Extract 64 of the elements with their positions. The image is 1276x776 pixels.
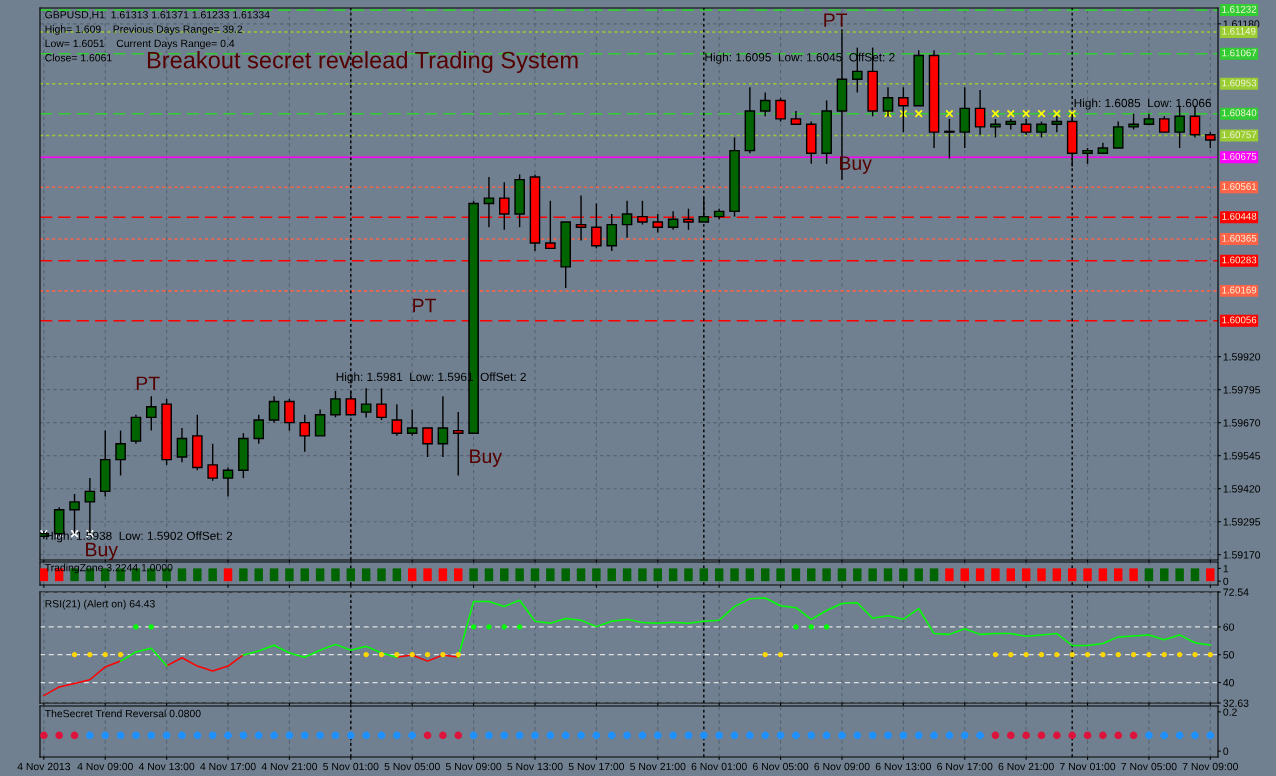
x-tick-label: 5 Nov 09:00 bbox=[445, 762, 502, 771]
annotation: PT bbox=[413, 298, 437, 313]
ref-line-label: 1.61067 bbox=[1222, 49, 1257, 57]
annotation: Low= 1.6051 Current Days Range= 0.4 bbox=[45, 39, 235, 50]
x-tick-label: 6 Nov 09:00 bbox=[814, 762, 870, 771]
y-tick-label: 40 bbox=[1223, 679, 1235, 687]
y-tick-label: 50 bbox=[1223, 651, 1235, 659]
ref-line-label: 1.60840 bbox=[1222, 109, 1257, 117]
y-tick-label: 32.63 bbox=[1223, 699, 1249, 707]
x-tick-label: 6 Nov 01:00 bbox=[691, 762, 747, 771]
x-tick-label: 7 Nov 01:00 bbox=[1059, 762, 1116, 771]
y-tick-label: 0 bbox=[1223, 577, 1229, 586]
y-tick-label: 1.59920 bbox=[1223, 353, 1261, 361]
chart-title: TradingZone 3.2244 1.0000 bbox=[44, 563, 173, 574]
annotation: High: 1.6085 Low: 1.6066 bbox=[1074, 98, 1212, 110]
text: RSI(21) (Alert on) 64.43 bbox=[45, 599, 155, 610]
text: Breakout secret revelead Trading System bbox=[147, 51, 578, 74]
annotation: High: 1.5938 Low: 1.5902 OffSet: 2 bbox=[46, 531, 233, 543]
ref-line-label: 1.60365 bbox=[1222, 234, 1257, 242]
x-tick-label: 7 Nov 09:00 bbox=[1182, 762, 1239, 771]
x-tick-label: 6 Nov 21:00 bbox=[998, 762, 1054, 771]
ref-line-label: 1.60953 bbox=[1222, 79, 1257, 87]
x-tick-label: 5 Nov 17:00 bbox=[568, 762, 625, 771]
annotation: High= 1.609 Previous Days Range= 39.2 bbox=[45, 25, 243, 35]
x-tick-label: 6 Nov 05:00 bbox=[753, 762, 809, 771]
x-tick-label: 5 Nov 13:00 bbox=[507, 762, 563, 771]
x-tick-label: 5 Nov 01:00 bbox=[323, 762, 379, 771]
x-tick-label: 4 Nov 13:00 bbox=[138, 762, 195, 771]
y-tick-label: 0.2 bbox=[1223, 708, 1237, 716]
y-tick-label: 1.59170 bbox=[1223, 551, 1261, 559]
y-tick-label: 1.59295 bbox=[1223, 518, 1261, 526]
annotation: Buy bbox=[470, 449, 502, 467]
ref-line-label: 1.60169 bbox=[1222, 286, 1257, 294]
y-tick-label: 60 bbox=[1223, 623, 1235, 631]
annotation: PT bbox=[824, 13, 848, 27]
y-tick-label: 0 bbox=[1223, 747, 1229, 755]
y-tick-label: 1.59420 bbox=[1223, 485, 1261, 493]
y-tick-label: 72.54 bbox=[1223, 588, 1249, 596]
x-tick-label: 6 Nov 17:00 bbox=[937, 762, 993, 771]
x-tick-label: 5 Nov 21:00 bbox=[630, 762, 686, 771]
x-tick-label: 4 Nov 21:00 bbox=[261, 762, 318, 771]
ref-line-label: 1.60675 bbox=[1222, 152, 1257, 160]
ref-line-label: 1.60448 bbox=[1222, 212, 1257, 220]
ref-line-label: 1.60757 bbox=[1222, 131, 1257, 139]
annotation: Buy bbox=[86, 542, 118, 561]
ref-line-label: 1.61232 bbox=[1222, 5, 1257, 13]
ref-line-label: 1.60056 bbox=[1222, 316, 1257, 324]
x-tick-label: 4 Nov 09:00 bbox=[77, 762, 133, 771]
y-tick-label: 1.59545 bbox=[1223, 452, 1261, 460]
annotation: PT bbox=[136, 376, 160, 391]
x-tick-label: 4 Nov 2013 bbox=[17, 762, 71, 771]
y-tick-label: 1 bbox=[1223, 565, 1229, 573]
annotation: Close= 1.6061 bbox=[45, 53, 112, 62]
annotation: GBPUSD,H1 1.61313 1.61371 1.61233 1.61334 bbox=[45, 11, 270, 20]
x-tick-label: 7 Nov 05:00 bbox=[1121, 762, 1177, 771]
ref-line-label: 1.61149 bbox=[1222, 27, 1256, 35]
x-tick-label: 5 Nov 05:00 bbox=[384, 762, 440, 771]
x-tick-label: 4 Nov 17:00 bbox=[200, 762, 256, 771]
x-tick-label: 6 Nov 13:00 bbox=[875, 762, 932, 771]
y-tick-label: 1.59670 bbox=[1223, 419, 1261, 427]
ref-line-label: 1.60561 bbox=[1222, 183, 1257, 190]
ref-line-label: 1.60283 bbox=[1222, 256, 1257, 264]
chart-title: TheSecret Trend Reversal 0.0800 bbox=[44, 709, 201, 718]
y-tick-label: 1.59795 bbox=[1223, 386, 1261, 394]
